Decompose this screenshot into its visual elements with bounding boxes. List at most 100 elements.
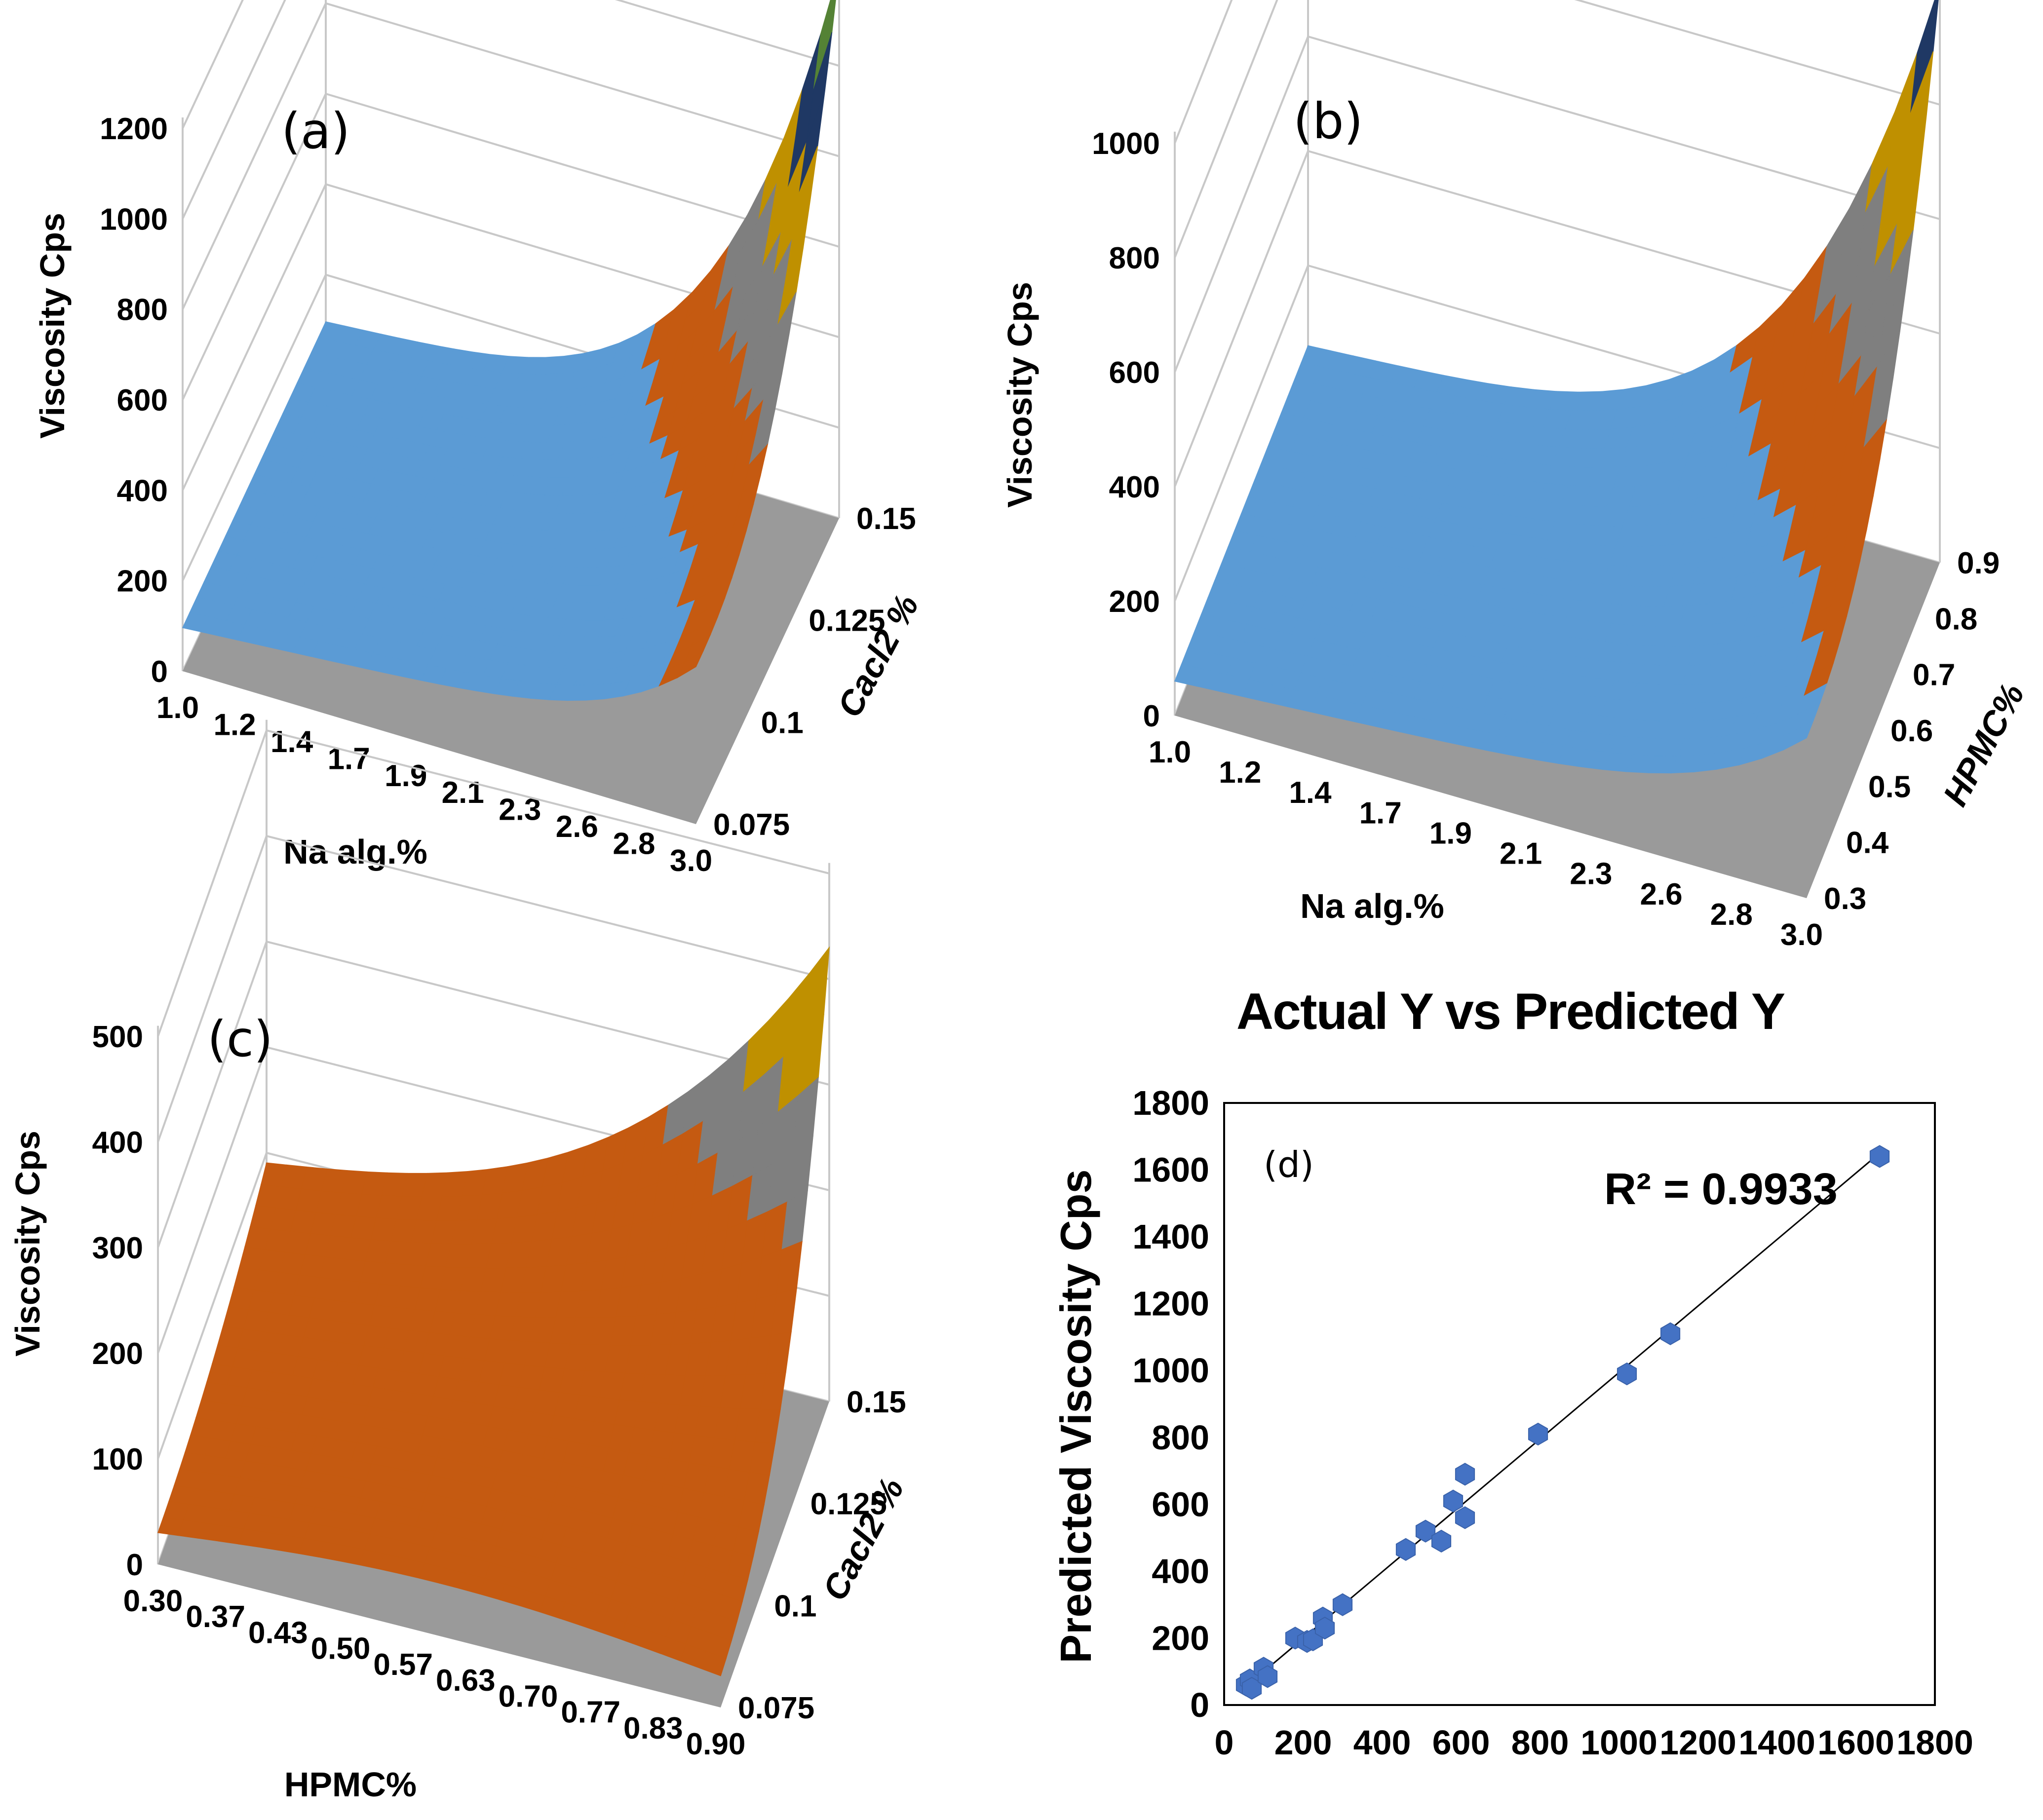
x-tick-label: 800 bbox=[1511, 1723, 1569, 1762]
panel2-surface-cell bbox=[700, 1651, 727, 1676]
panel2-x-tick-label: 0.70 bbox=[499, 1679, 558, 1713]
panel1-y-tick-label: 0.3 bbox=[1824, 882, 1866, 916]
panel1-y-axis-label: HPMC% bbox=[1935, 677, 2032, 812]
panel2-x-tick-label: 0.43 bbox=[248, 1616, 308, 1650]
panel2-z-tick-label: 0 bbox=[126, 1548, 143, 1582]
panel1-x-tick-label: 3.0 bbox=[1780, 918, 1823, 952]
panel1-x-tick-label: 2.3 bbox=[1570, 857, 1612, 891]
panel0-x-axis-label: Na alg.% bbox=[283, 833, 427, 871]
y-tick-label: 1000 bbox=[1132, 1351, 1209, 1390]
panel2-panel-label: (c) bbox=[207, 1010, 273, 1068]
panel2-x-tick-label: 0.30 bbox=[123, 1584, 183, 1618]
panel0-gridline bbox=[182, 0, 244, 129]
panel1-x-tick-label: 1.4 bbox=[1289, 776, 1332, 810]
data-point bbox=[1332, 1593, 1353, 1616]
surface-plot-b: 0 200 400 600 800 1000 1.0 1.2 1.4 1.7 1.9 2.1 2.3 2.… bbox=[1001, 0, 2032, 952]
panel2-y-tick-label: 0.125 bbox=[810, 1487, 887, 1521]
x-tick-label: 1200 bbox=[1659, 1723, 1736, 1762]
panel1-surface bbox=[1174, 0, 1939, 774]
panel1-x-axis-label: Na alg.% bbox=[1300, 887, 1444, 925]
x-tick-label: 1000 bbox=[1580, 1723, 1658, 1762]
panel2-x-tick-label: 0.57 bbox=[373, 1648, 433, 1682]
panel0-x-tick-label: 2.6 bbox=[556, 810, 598, 844]
panel0-z-tick-label: 400 bbox=[117, 474, 168, 508]
panel1-z-tick-label: 600 bbox=[1109, 356, 1160, 390]
panel1-gridline bbox=[1174, 0, 1940, 258]
panel0-surface bbox=[182, 0, 836, 701]
y-tick-label: 1200 bbox=[1132, 1285, 1209, 1323]
data-point bbox=[1431, 1529, 1452, 1553]
panel0-x-tick-label: 3.0 bbox=[670, 844, 712, 878]
panel2-z-tick-label: 100 bbox=[92, 1442, 143, 1477]
y-tick-label: 1400 bbox=[1132, 1217, 1209, 1256]
panel0-z-tick-label: 1000 bbox=[100, 202, 168, 236]
y-axis-label: Predicted Viscosity Cps bbox=[1051, 1170, 1100, 1664]
scatter-title: Actual Y vs Predicted Y bbox=[1236, 983, 1785, 1040]
x-tick-label: 200 bbox=[1274, 1723, 1332, 1762]
x-tick-label: 1400 bbox=[1738, 1723, 1815, 1762]
panel0-x-tick-label: 1.2 bbox=[213, 708, 256, 742]
panel1-gridline bbox=[1174, 0, 1233, 144]
data-point bbox=[1455, 1506, 1475, 1529]
data-point bbox=[1395, 1538, 1416, 1561]
panel0-x-tick-label: 2.1 bbox=[442, 776, 484, 810]
x-tick-label: 0 bbox=[1215, 1723, 1234, 1762]
panel0-gridline bbox=[182, 0, 840, 220]
panel1-y-tick-label: 0.5 bbox=[1868, 770, 1911, 804]
data-point bbox=[1443, 1489, 1464, 1513]
panel1-z-tick-label: 200 bbox=[1109, 585, 1160, 619]
panel2-surface bbox=[157, 946, 830, 1676]
panel0-y-tick-label: 0.15 bbox=[856, 502, 916, 536]
panel2-z-tick-label: 400 bbox=[92, 1126, 143, 1160]
panel0-z-axis-label: Viscosity Cps bbox=[33, 213, 72, 439]
panel1-y-tick-label: 0.8 bbox=[1935, 602, 1977, 636]
y-tick-label: 200 bbox=[1152, 1619, 1209, 1657]
data-point bbox=[1869, 1145, 1890, 1168]
y-tick-label: 600 bbox=[1152, 1485, 1209, 1523]
panel0-x-tick-label: 1.0 bbox=[156, 691, 199, 725]
panel1-surface-cell bbox=[1783, 720, 1814, 751]
panel2-x-tick-label: 0.90 bbox=[686, 1727, 746, 1761]
panel2-x-tick-label: 0.63 bbox=[436, 1664, 496, 1698]
panel1-y-tick-label: 0.7 bbox=[1913, 658, 1955, 692]
panel2-x-axis-label: HPMC% bbox=[284, 1765, 417, 1804]
panel0-y-tick-label: 0.075 bbox=[713, 808, 790, 842]
panel1-x-tick-label: 1.0 bbox=[1149, 735, 1191, 769]
x-tick-label: 400 bbox=[1353, 1723, 1411, 1762]
panel2-y-tick-label: 0.1 bbox=[774, 1589, 816, 1623]
panel0-y-tick-label: 0.125 bbox=[809, 604, 885, 638]
panel1-z-tick-label: 800 bbox=[1109, 241, 1160, 275]
panel2-x-tick-label: 0.77 bbox=[561, 1696, 620, 1730]
panel1-z-tick-label: 1000 bbox=[1092, 127, 1160, 161]
panel0-surface-cell bbox=[677, 650, 704, 679]
panel1-y-tick-label: 0.4 bbox=[1846, 826, 1889, 860]
panel1-x-tick-label: 2.1 bbox=[1500, 837, 1542, 871]
data-point bbox=[1314, 1616, 1335, 1640]
surface-plot-c: 0 100 200 300 400 500 0.30 0.37 0.43 0.50 0.57 0.63… bbox=[8, 720, 911, 1804]
panel1-x-tick-label: 1.9 bbox=[1429, 816, 1472, 850]
panel0-panel-label: (a) bbox=[281, 102, 350, 160]
panel2-x-tick-label: 0.37 bbox=[186, 1600, 245, 1634]
panel1-x-tick-label: 1.7 bbox=[1359, 796, 1402, 830]
data-point bbox=[1455, 1463, 1475, 1486]
data-point bbox=[1257, 1665, 1278, 1688]
panel2-y-tick-label: 0.15 bbox=[847, 1385, 906, 1419]
panel1-x-tick-label: 1.2 bbox=[1219, 756, 1261, 790]
panel0-x-tick-label: 1.9 bbox=[385, 759, 427, 793]
panel0-z-tick-label: 800 bbox=[117, 293, 168, 327]
panel0-z-tick-label: 200 bbox=[117, 565, 168, 599]
panel2-z-tick-label: 300 bbox=[92, 1231, 143, 1265]
scatter-panel-label: (d) bbox=[1264, 1144, 1314, 1185]
panel1-z-tick-label: 0 bbox=[1143, 699, 1160, 733]
data-point bbox=[1617, 1362, 1637, 1386]
panel2-z-tick-label: 500 bbox=[92, 1020, 143, 1054]
panel0-y-tick-label: 0.1 bbox=[761, 706, 804, 740]
y-tick-label: 1600 bbox=[1132, 1151, 1209, 1189]
x-tick-label: 1600 bbox=[1817, 1723, 1894, 1762]
r-squared-annotation: R² = 0.9933 bbox=[1604, 1165, 1838, 1214]
panel2-gridline bbox=[157, 729, 830, 1037]
panel2-z-axis-label: Viscosity Cps bbox=[8, 1131, 47, 1357]
panel1-y-tick-label: 0.9 bbox=[1957, 546, 2000, 580]
